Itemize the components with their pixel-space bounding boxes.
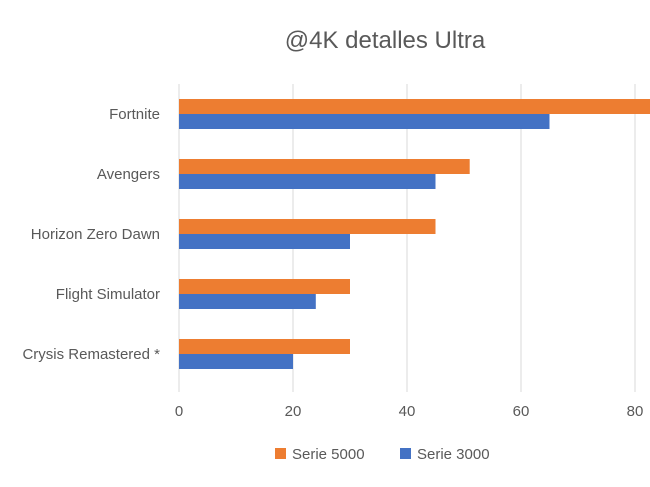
category-label: Horizon Zero Dawn	[31, 226, 160, 243]
x-tick-label: 40	[399, 403, 416, 420]
category-label: Flight Simulator	[56, 286, 160, 303]
x-tick-label: 60	[513, 403, 530, 420]
bar-serie-3000	[179, 234, 350, 249]
bar-serie-5000	[179, 219, 436, 234]
bar-serie-3000	[179, 294, 316, 309]
x-axis-tick-labels: 0 20 40 60 80	[175, 403, 644, 420]
bar-serie-5000	[179, 339, 350, 354]
x-tick-label: 80	[627, 403, 644, 420]
category-label: Fortnite	[109, 106, 160, 123]
x-tick-label: 20	[285, 403, 302, 420]
legend: Serie 5000 Serie 3000	[275, 446, 490, 463]
bar-serie-5000	[179, 99, 650, 114]
category-label: Crysis Remastered *	[22, 346, 160, 363]
bar-serie-3000	[179, 354, 293, 369]
bar-serie-5000	[179, 279, 350, 294]
chart-title: @4K detalles Ultra	[285, 27, 486, 54]
bar-serie-3000	[179, 174, 436, 189]
legend-swatch	[275, 448, 286, 459]
legend-label: Serie 3000	[417, 446, 490, 463]
bar-serie-5000	[179, 159, 470, 174]
x-tick-label: 0	[175, 403, 183, 420]
legend-label: Serie 5000	[292, 446, 365, 463]
bar-serie-3000	[179, 114, 550, 129]
bars	[179, 99, 650, 369]
legend-swatch	[400, 448, 411, 459]
category-labels: Fortnite Avengers Horizon Zero Dawn Flight …	[22, 106, 160, 363]
category-label: Avengers	[97, 166, 160, 183]
